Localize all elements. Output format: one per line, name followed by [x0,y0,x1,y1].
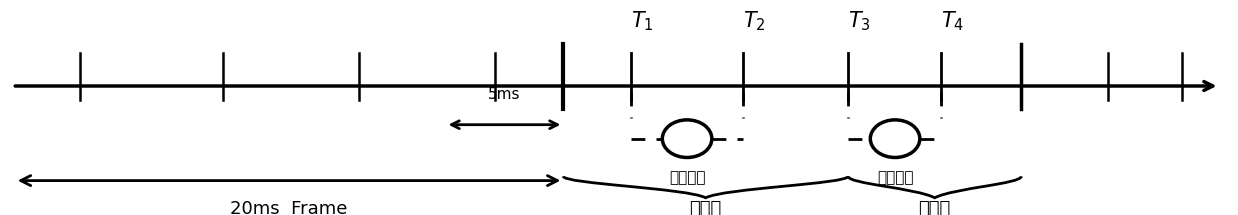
Ellipse shape [870,120,920,157]
Text: $T_2$: $T_2$ [743,10,765,33]
Text: 20ms  Frame: 20ms Frame [230,200,348,215]
Text: $T_1$: $T_1$ [631,10,654,33]
Text: $T_3$: $T_3$ [848,10,870,33]
Text: 5ms: 5ms [488,87,521,102]
Text: 子帧组: 子帧组 [919,200,951,215]
Text: 组内差値: 组内差値 [669,170,706,185]
Ellipse shape [662,120,712,157]
Text: 组内差値: 组内差値 [877,170,914,185]
Text: 子帧组: 子帧组 [690,200,722,215]
Text: $T_4$: $T_4$ [941,10,964,33]
